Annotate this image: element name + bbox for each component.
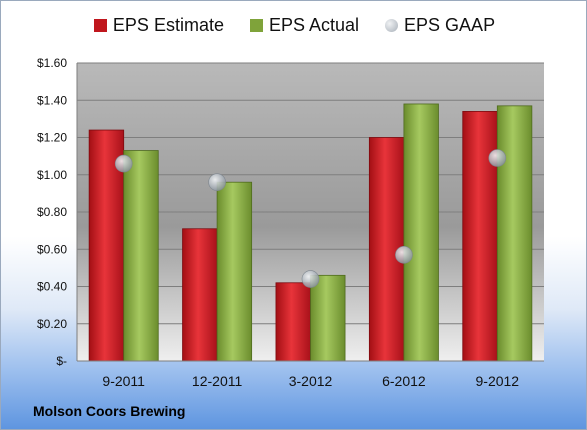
x-tick-label: 12-2011 — [192, 373, 243, 389]
legend-item-eps-actual: EPS Actual — [249, 15, 360, 36]
dot-eps-gaap — [395, 246, 413, 264]
y-tick-label: $1.40 — [37, 93, 67, 107]
bar-eps-estimate — [462, 111, 498, 362]
dot-eps-gaap — [114, 154, 133, 173]
chart-legend: EPS Estimate EPS Actual EPS GAAP — [1, 15, 586, 36]
legend-swatch-eps-actual — [249, 19, 263, 32]
y-tick-label: $1.20 — [37, 131, 67, 145]
x-tick-label: 9-2012 — [476, 373, 520, 389]
y-tick-label: $1.00 — [37, 168, 67, 182]
dot-eps-gaap — [488, 149, 507, 167]
bar-eps-actual — [310, 274, 346, 362]
bar-eps-actual — [403, 103, 439, 362]
y-tick-label: $- — [56, 354, 67, 368]
bar-eps-actual — [216, 181, 253, 362]
legend-item-eps-estimate: EPS Estimate — [93, 15, 224, 36]
bar-eps-actual — [496, 105, 533, 362]
legend-label-eps-actual: EPS Actual — [268, 15, 360, 35]
legend-item-eps-gaap: EPS GAAP — [385, 15, 495, 36]
dot-eps-gaap — [301, 270, 320, 288]
legend-swatch-eps-estimate — [93, 19, 107, 32]
bar-eps-actual — [123, 150, 159, 362]
y-tick-label: $0.40 — [37, 280, 67, 294]
y-tick-label: $0.60 — [37, 242, 67, 256]
legend-swatch-eps-gaap — [385, 19, 399, 32]
company-name: Molson Coors Brewing — [33, 403, 186, 419]
legend-label-eps-estimate: EPS Estimate — [112, 15, 224, 35]
y-tick-label: $1.60 — [37, 56, 67, 70]
bar-eps-estimate — [182, 228, 218, 362]
y-tick-label: $0.20 — [37, 317, 67, 331]
y-tick-label: $0.80 — [37, 205, 67, 219]
x-tick-label: 9-2011 — [102, 373, 145, 389]
legend-label-eps-gaap: EPS GAAP — [404, 15, 496, 35]
dot-eps-gaap — [208, 173, 226, 191]
bar-eps-estimate — [275, 282, 311, 362]
x-tick-label: 3-2012 — [289, 373, 333, 389]
x-tick-label: 6-2012 — [382, 373, 426, 389]
